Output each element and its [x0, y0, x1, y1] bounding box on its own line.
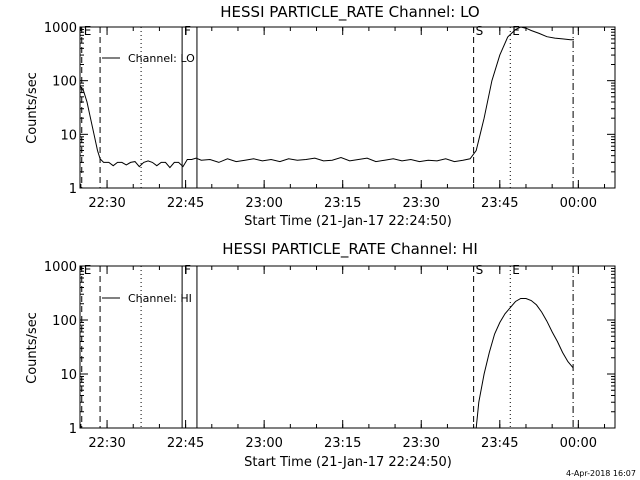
x-tick-label: 23:45 [481, 436, 518, 451]
x-tick-label: 22:30 [88, 436, 125, 451]
x-tick-label: 22:45 [167, 436, 204, 451]
x-tick-label: 22:30 [88, 196, 125, 211]
y-tick-label: 10 [60, 368, 77, 383]
event-marker-label: E [84, 24, 92, 38]
generation-timestamp: 4-Apr-2018 16:07 [566, 469, 636, 478]
y-tick-label: 100 [52, 314, 77, 329]
x-tick-label: 23:45 [481, 196, 518, 211]
x-axis-label-hi: Start Time (21-Jan-17 22:24:50) [244, 455, 452, 470]
x-axis-label-lo: Start Time (21-Jan-17 22:24:50) [244, 214, 452, 229]
event-marker-label: E [512, 263, 520, 277]
x-tick-label: 00:00 [560, 436, 597, 451]
x-tick-label: 23:00 [245, 196, 282, 211]
y-axis-label-lo: Counts/sec [25, 72, 40, 144]
legend-label-hi: Channel: HI [128, 292, 192, 305]
panel-hi: HESSI PARTICLE_RATE Channel: HI Counts/s… [25, 240, 616, 470]
chart-title-hi: HESSI PARTICLE_RATE Channel: HI [222, 240, 478, 259]
event-marker-label: E [512, 24, 520, 38]
x-tick-label: 23:30 [403, 196, 440, 211]
legend-label-lo: Channel: LO [128, 52, 195, 65]
chart-title-lo: HESSI PARTICLE_RATE Channel: LO [220, 3, 479, 22]
event-marker-label: S [476, 24, 484, 38]
x-tick-label: 23:15 [324, 436, 361, 451]
plot-frame-hi [79, 265, 616, 429]
y-tick-label: 1 [69, 182, 77, 197]
event-marker-label: F [184, 24, 191, 38]
event-marker-label: S [476, 263, 484, 277]
series-line-lo [79, 26, 574, 169]
y-tick-label: 1000 [44, 260, 77, 275]
series-line-hi [475, 298, 574, 429]
y-tick-label: 10 [60, 128, 77, 143]
y-axis-label-hi: Counts/sec [25, 312, 40, 384]
y-tick-label: 1 [69, 422, 77, 437]
x-tick-label: 23:15 [324, 196, 361, 211]
x-tick-label: 00:00 [560, 196, 597, 211]
event-marker-label: E [84, 263, 92, 277]
x-tick-label: 23:00 [245, 436, 282, 451]
x-tick-label: 22:45 [167, 196, 204, 211]
panel-lo: HESSI PARTICLE_RATE Channel: LO Counts/s… [25, 3, 616, 229]
y-tick-label: 100 [52, 75, 77, 90]
plot-frame-lo [79, 26, 616, 189]
event-marker-label: F [184, 263, 191, 277]
y-tick-label: 1000 [44, 21, 77, 36]
x-tick-label: 23:30 [403, 436, 440, 451]
